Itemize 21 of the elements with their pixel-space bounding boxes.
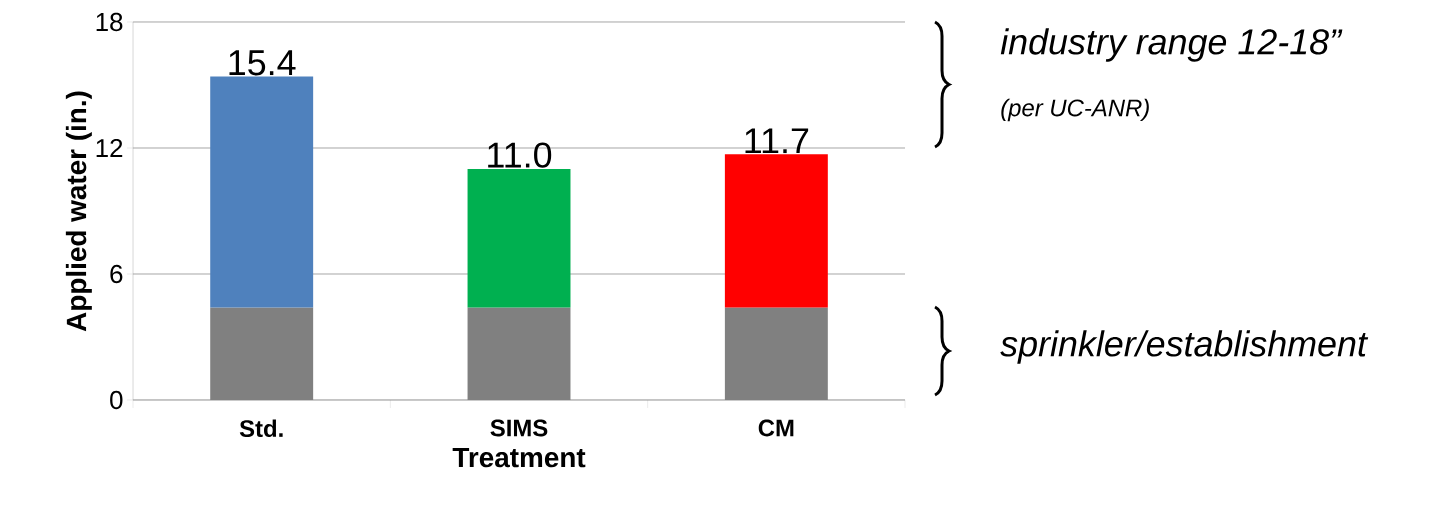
y-tick-label: 12 (96, 138, 123, 158)
y-tick-label: 18 (96, 12, 123, 32)
total-label: 11.0 (488, 142, 552, 168)
x-tick-label: SIMS (490, 419, 548, 437)
y-axis-title: Applied water (in.) (65, 91, 92, 332)
x-tick-label: Std. (239, 419, 283, 438)
bar (724, 307, 828, 400)
bar (210, 307, 314, 400)
total-label: 15.4 (229, 50, 296, 76)
text: sprinkler/establishment (1000, 330, 1369, 364)
text: (per UC-ANR) (1001, 98, 1149, 122)
y-tick-label: 6 (110, 264, 123, 284)
y-tick-label: 0 (110, 390, 123, 410)
total-label: 11.7 (745, 128, 809, 154)
x-axis-title: Treatment (452, 447, 586, 468)
bar (210, 76, 314, 308)
bar (467, 307, 571, 400)
x-tick-label: CM (758, 419, 794, 437)
bar (467, 168, 571, 308)
bar (724, 154, 828, 308)
text: industry range 12-18” (1000, 28, 1343, 62)
